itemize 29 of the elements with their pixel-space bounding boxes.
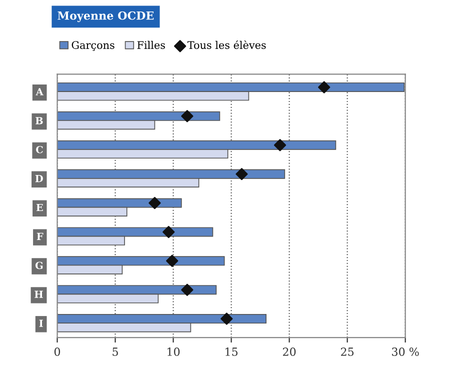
y-tick-label: A — [36, 88, 44, 96]
point — [162, 226, 175, 238]
point — [236, 168, 248, 180]
y-tick-label: H — [34, 290, 43, 298]
x-tick-label: 0 — [54, 348, 60, 356]
x-tick-label: 5 — [112, 348, 118, 356]
point — [274, 139, 286, 152]
y-tick-label: D — [35, 175, 43, 182]
point — [181, 284, 194, 296]
legend-label: Filles — [137, 40, 165, 49]
y-tick-label: E — [36, 204, 43, 212]
x-tick-label: 30 % — [392, 348, 419, 356]
y-tick-label: I — [39, 320, 43, 327]
y-tick-label: B — [36, 117, 43, 124]
x-tick-label: 10 — [168, 348, 180, 356]
y-tick-label: F — [36, 232, 44, 240]
x-tick-label: 25 — [341, 348, 354, 356]
y-tick-label: G — [35, 262, 43, 270]
point — [181, 110, 194, 122]
y-tick-label: C — [36, 146, 43, 154]
point — [318, 81, 330, 94]
point — [220, 312, 233, 325]
legend-label: Garçons — [72, 41, 114, 51]
point — [166, 254, 178, 267]
x-tick-label: 20 — [282, 348, 296, 356]
chart-title: Moyenne OCDE — [58, 11, 154, 22]
x-tick-label: 15 — [226, 348, 238, 356]
legend-label: Tous les élèves — [187, 40, 266, 49]
point — [148, 196, 161, 210]
